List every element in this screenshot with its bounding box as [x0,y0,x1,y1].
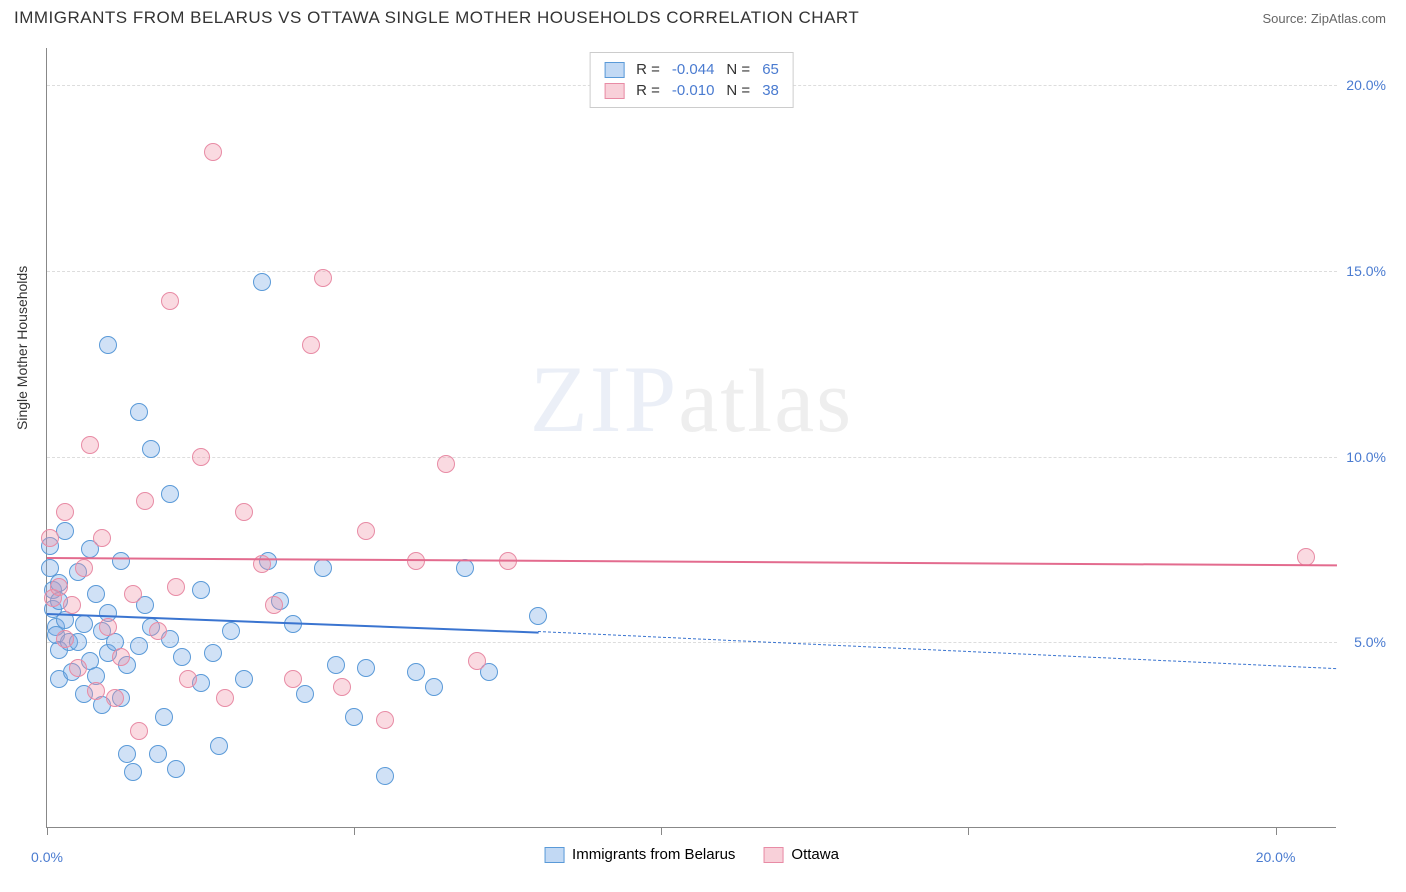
data-point [284,670,302,688]
data-point [161,485,179,503]
trend-line [47,557,1337,566]
y-tick-label: 15.0% [1338,263,1386,279]
legend-series: Immigrants from Belarus Ottawa [544,846,839,863]
data-point [56,503,74,521]
data-point [69,659,87,677]
data-point [106,689,124,707]
data-point [149,745,167,763]
data-point [56,522,74,540]
data-point [112,648,130,666]
data-point [149,622,167,640]
data-point [124,763,142,781]
data-point [357,522,375,540]
data-point [192,581,210,599]
data-point [437,455,455,473]
data-point [75,615,93,633]
data-point [112,552,130,570]
data-point [75,559,93,577]
x-tick [1276,827,1277,835]
data-point [124,585,142,603]
plot-area: ZIPatlas R =-0.044 N =65 R =-0.010 N =38… [46,48,1336,828]
data-point [302,336,320,354]
data-point [1297,548,1315,566]
data-point [99,336,117,354]
x-tick [661,827,662,835]
data-point [204,143,222,161]
data-point [118,745,136,763]
data-point [425,678,443,696]
series-label: Immigrants from Belarus [572,846,735,863]
data-point [210,737,228,755]
data-point [161,292,179,310]
data-point [99,618,117,636]
legend-stats: R =-0.044 N =65 R =-0.010 N =38 [589,52,794,108]
data-point [155,708,173,726]
x-tick-label: 0.0% [31,849,63,865]
source-label: Source: ZipAtlas.com [1262,11,1386,26]
data-point [327,656,345,674]
gridline-h [47,642,1337,643]
data-point [376,767,394,785]
swatch-pink-icon [763,847,783,863]
watermark: ZIPatlas [530,344,853,454]
data-point [142,440,160,458]
data-point [179,670,197,688]
data-point [235,503,253,521]
data-point [376,711,394,729]
data-point [357,659,375,677]
data-point [235,670,253,688]
data-point [296,685,314,703]
gridline-h [47,457,1337,458]
data-point [167,578,185,596]
data-point [253,273,271,291]
x-tick [354,827,355,835]
data-point [50,578,68,596]
data-point [136,492,154,510]
x-tick [47,827,48,835]
y-tick-label: 10.0% [1338,449,1386,465]
swatch-blue-icon [544,847,564,863]
swatch-blue-icon [604,62,624,78]
data-point [345,708,363,726]
data-point [81,436,99,454]
chart-title: IMMIGRANTS FROM BELARUS VS OTTAWA SINGLE… [14,8,859,28]
data-point [192,448,210,466]
data-point [63,596,81,614]
data-point [265,596,283,614]
y-tick-label: 20.0% [1338,77,1386,93]
trend-line [538,631,1337,669]
data-point [468,652,486,670]
y-tick-label: 5.0% [1338,634,1386,650]
data-point [130,722,148,740]
data-point [529,607,547,625]
data-point [130,637,148,655]
data-point [87,682,105,700]
x-tick-label: 20.0% [1256,849,1296,865]
data-point [56,630,74,648]
data-point [167,760,185,778]
data-point [407,663,425,681]
data-point [216,689,234,707]
data-point [204,644,222,662]
data-point [456,559,474,577]
series-label: Ottawa [791,846,839,863]
swatch-pink-icon [604,83,624,99]
data-point [87,585,105,603]
data-point [333,678,351,696]
data-point [93,529,111,547]
data-point [173,648,191,666]
gridline-h [47,271,1337,272]
data-point [222,622,240,640]
y-axis-label: Single Mother Households [14,266,30,430]
data-point [314,269,332,287]
data-point [130,403,148,421]
x-tick [968,827,969,835]
data-point [41,529,59,547]
data-point [314,559,332,577]
